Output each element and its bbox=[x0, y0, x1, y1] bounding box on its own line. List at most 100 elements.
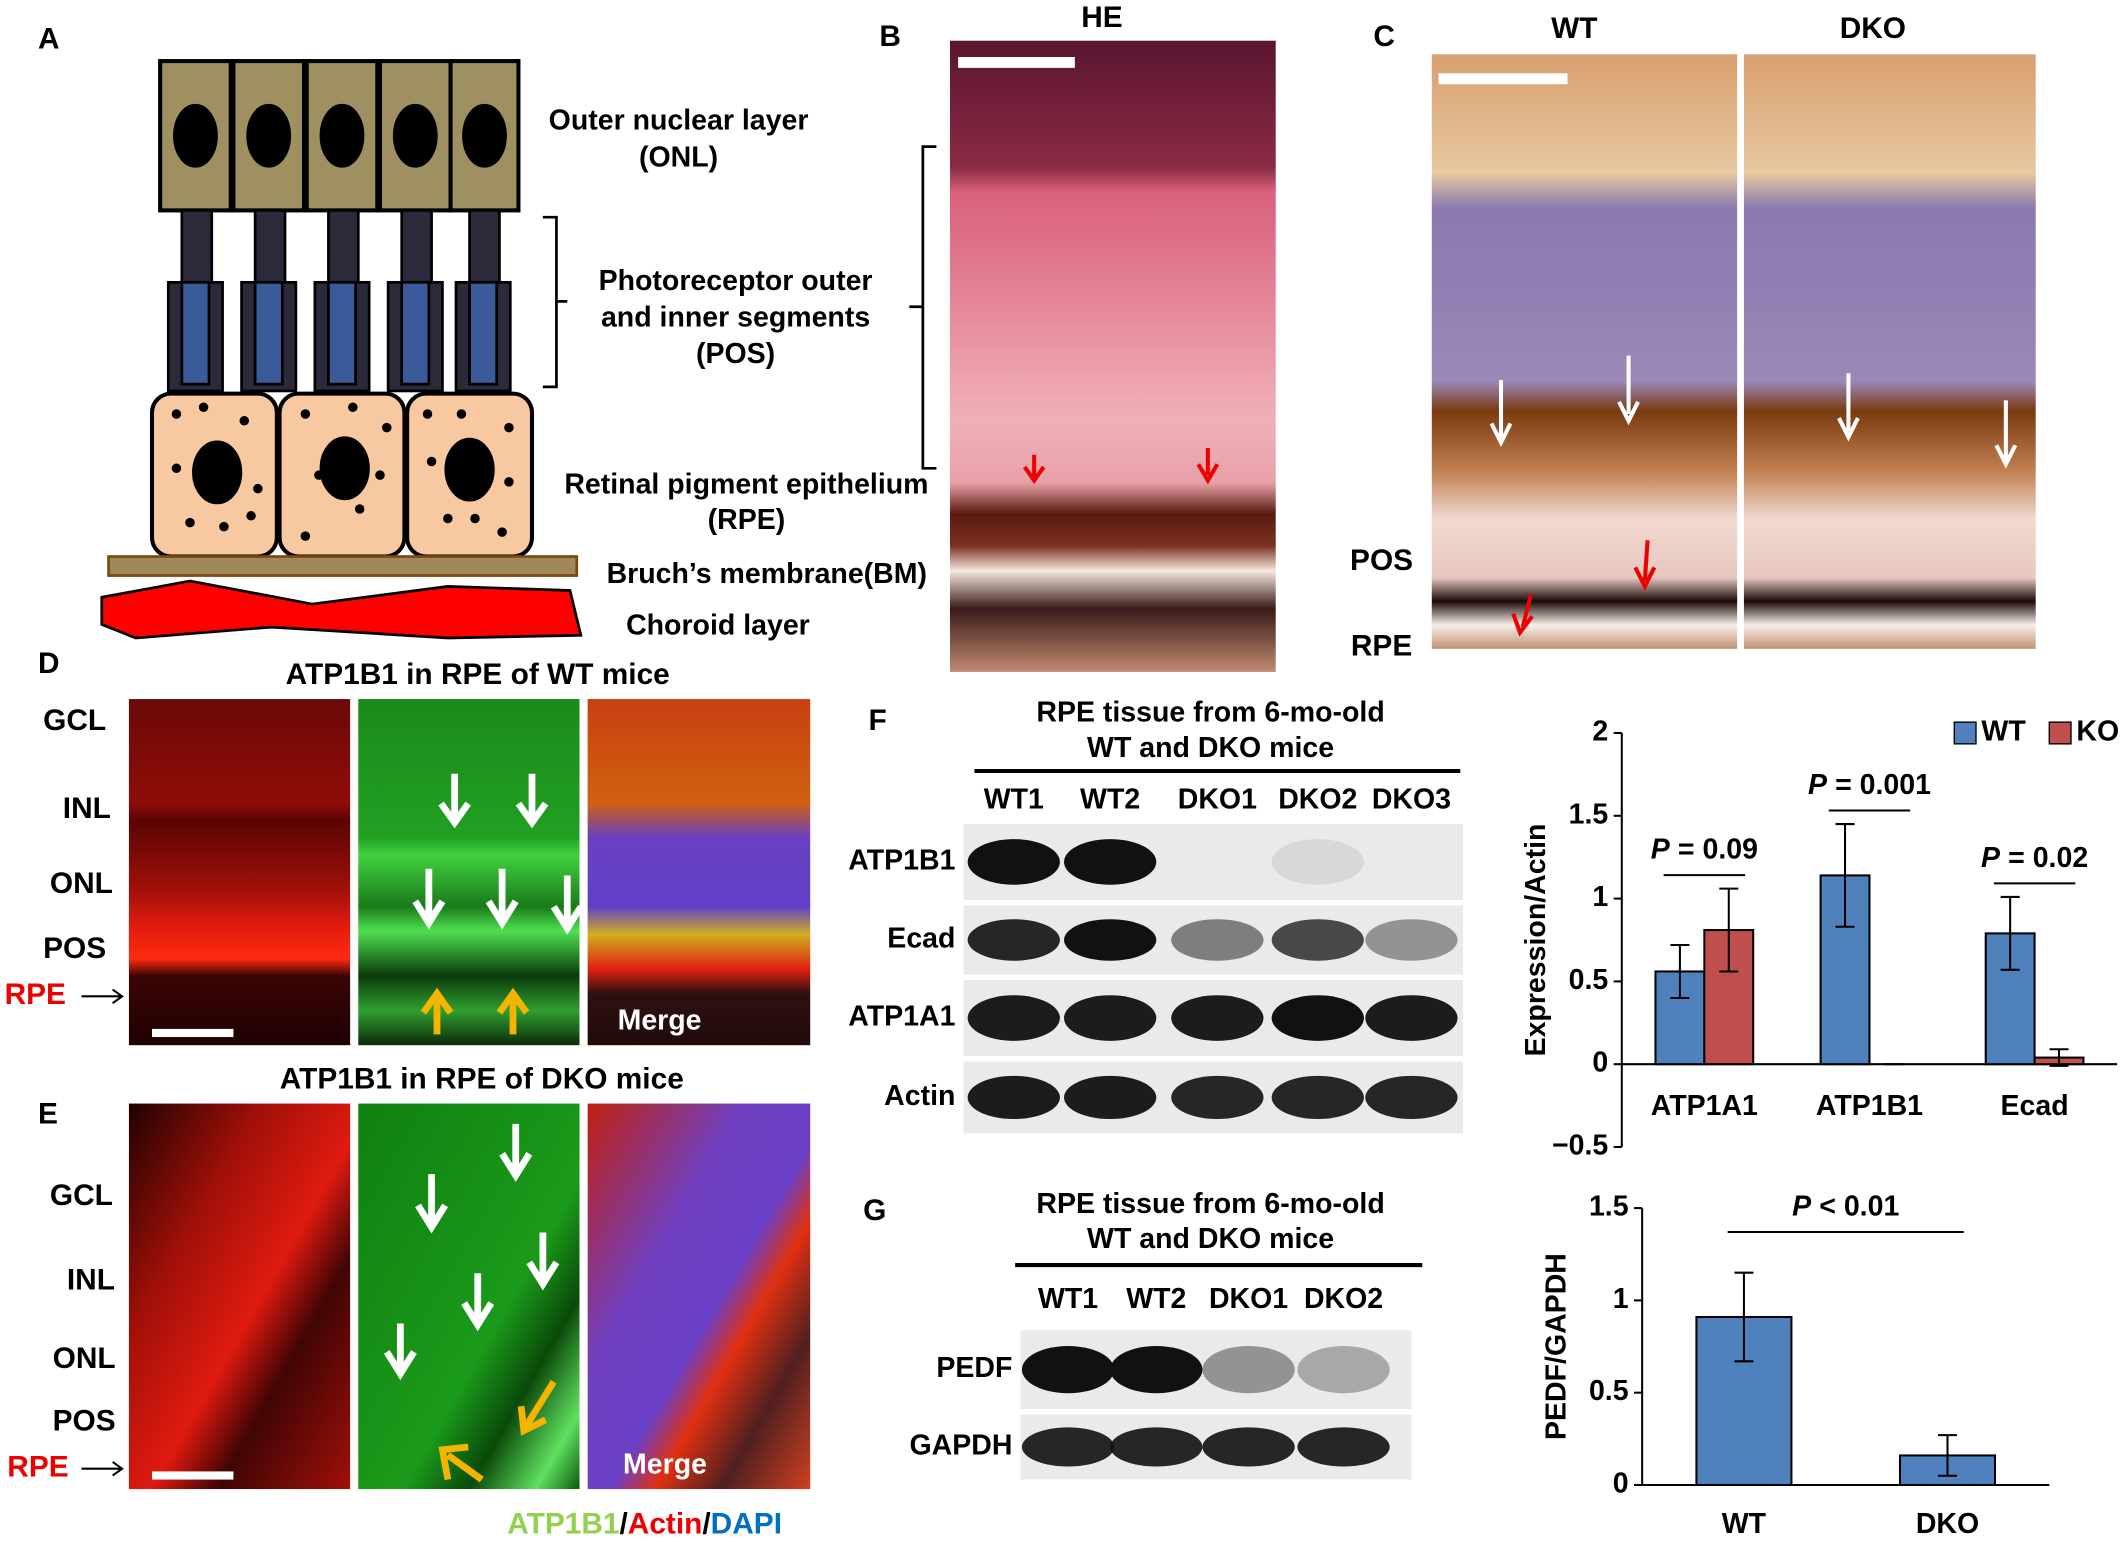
p-text: = 0.09 bbox=[1678, 833, 1758, 865]
x-tick-label: DKO bbox=[1916, 1508, 1979, 1540]
y-tick-label: 1 bbox=[1592, 881, 1608, 913]
band bbox=[967, 919, 1060, 961]
row-label: ATP1A1 bbox=[848, 1001, 955, 1033]
band bbox=[1171, 995, 1264, 1041]
annotation: (POS) bbox=[696, 338, 775, 370]
band bbox=[1365, 1075, 1458, 1120]
p-value: P = 0.09 bbox=[1651, 833, 1758, 865]
bracket bbox=[542, 215, 568, 389]
band bbox=[967, 839, 1060, 885]
panel-c: C WT DKO POS RPE bbox=[1350, 12, 2036, 662]
blot-title: RPE tissue from 6-mo-old bbox=[1036, 1188, 1384, 1220]
band bbox=[1271, 1075, 1364, 1120]
column-label: DKO bbox=[1840, 12, 1906, 45]
x-tick-label: WT bbox=[1722, 1508, 1767, 1540]
bar-chart: −0.5 0 0.5 1 1.5 2 Expression/Actin ATP1A1 ATP1B… bbox=[1520, 716, 2119, 1162]
y-tick-label: 0.5 bbox=[1569, 964, 1609, 996]
layer-label: INL bbox=[63, 792, 111, 825]
annotation: Retinal pigment epithelium bbox=[564, 468, 928, 500]
band bbox=[1271, 919, 1364, 961]
p-value: P = 0.02 bbox=[1981, 841, 2088, 873]
micrograph bbox=[358, 699, 580, 1046]
p-symbol: P bbox=[1651, 833, 1671, 865]
row-label: PEDF bbox=[936, 1352, 1012, 1384]
arrow bbox=[1511, 540, 1657, 637]
band bbox=[1110, 1427, 1203, 1467]
layer-label: GCL bbox=[43, 704, 106, 737]
y-tick-label: 2 bbox=[1592, 716, 1608, 748]
p-text: < 0.01 bbox=[1819, 1190, 1899, 1222]
western-blot: WT1 WT2 DKO1 DKO2 PEDF GAPDH bbox=[910, 1283, 1412, 1480]
micrograph bbox=[128, 699, 351, 1046]
p-symbol: P bbox=[1792, 1190, 1812, 1222]
x-tick-label: Ecad bbox=[2001, 1090, 2069, 1122]
lane-label: WT2 bbox=[1126, 1283, 1186, 1315]
error-bar bbox=[1719, 887, 1739, 973]
annotation: Bruch’s membrane(BM) bbox=[607, 558, 927, 590]
lane-label: DKO3 bbox=[1372, 783, 1451, 815]
panel-title: ATP1B1 in RPE of DKO mice bbox=[280, 1062, 684, 1095]
layer-label: POS bbox=[43, 932, 106, 965]
error-bar bbox=[1835, 823, 1855, 928]
micrograph bbox=[1431, 54, 1738, 649]
y-axis-label: Expression/Actin bbox=[1520, 824, 1552, 1057]
band bbox=[1064, 1075, 1157, 1120]
layer-label: RPE bbox=[5, 978, 66, 1011]
layer-label: POS bbox=[53, 1404, 116, 1437]
arrow bbox=[438, 1380, 557, 1483]
p-value: P = 0.001 bbox=[1808, 769, 1931, 801]
panel-d: D ATP1B1 in RPE of WT mice Merge GCL INL… bbox=[5, 647, 811, 1046]
scale-bar bbox=[1438, 73, 1568, 85]
annotation: (RPE) bbox=[708, 504, 786, 536]
y-tick-label: 1 bbox=[1613, 1283, 1629, 1315]
panel-g: G RPE tissue from 6-mo-old WT and DKO mi… bbox=[863, 1188, 2050, 1540]
arrow bbox=[420, 987, 530, 1035]
p-value: P < 0.01 bbox=[1792, 1190, 1899, 1222]
micrograph bbox=[587, 1103, 811, 1490]
band bbox=[1202, 1427, 1295, 1467]
layer-label: GCL bbox=[50, 1179, 113, 1212]
arrow bbox=[383, 1123, 560, 1381]
band bbox=[967, 1075, 1060, 1120]
layer-label: RPE bbox=[1351, 629, 1412, 662]
annotation: Outer nuclear layer bbox=[549, 105, 809, 137]
band bbox=[1271, 839, 1364, 885]
column-label: WT bbox=[1551, 12, 1597, 45]
band bbox=[1064, 919, 1157, 961]
legend-swatch bbox=[1953, 721, 1977, 745]
y-tick-label: 0 bbox=[1613, 1468, 1629, 1500]
annotation: and inner segments bbox=[601, 302, 870, 334]
stain-name: ATP1B1 bbox=[507, 1508, 619, 1541]
micrograph bbox=[128, 1103, 351, 1490]
p-symbol: P bbox=[1981, 841, 2001, 873]
blot-title: WT and DKO mice bbox=[1087, 732, 1334, 764]
band bbox=[1202, 1345, 1295, 1394]
lane-label: WT2 bbox=[1080, 783, 1140, 815]
legend-swatch bbox=[2048, 721, 2072, 745]
merge-label: Merge bbox=[623, 1449, 707, 1481]
band bbox=[1365, 995, 1458, 1041]
scale-bar bbox=[152, 1471, 234, 1480]
band bbox=[967, 995, 1060, 1041]
lane-label: WT1 bbox=[984, 783, 1044, 815]
annotation: Choroid layer bbox=[626, 610, 810, 642]
x-tick-label: ATP1A1 bbox=[1651, 1090, 1758, 1122]
panel-a: A Outer nuclear layer (ONL) Photorecepto… bbox=[38, 23, 929, 642]
band bbox=[1110, 1345, 1203, 1394]
error-bar bbox=[2049, 1048, 2069, 1067]
layer-label: ONL bbox=[53, 1342, 116, 1375]
separator: / bbox=[702, 1508, 710, 1541]
stain-name: Actin bbox=[628, 1508, 703, 1541]
arrow bbox=[81, 1461, 124, 1477]
stain-legend: ATP1B1/Actin/DAPI bbox=[507, 1508, 782, 1541]
panel-e: E ATP1B1 in RPE of DKO mice Merge GCL IN… bbox=[7, 1062, 811, 1541]
arrow bbox=[412, 773, 584, 935]
panel-label: C bbox=[1373, 20, 1395, 53]
blot-title: WT and DKO mice bbox=[1087, 1223, 1334, 1255]
band bbox=[1021, 1427, 1115, 1467]
legend-label: WT bbox=[1981, 716, 2026, 748]
y-tick-label: 0 bbox=[1592, 1047, 1608, 1079]
layer-label: RPE bbox=[7, 1451, 68, 1484]
arrow bbox=[81, 988, 124, 1004]
